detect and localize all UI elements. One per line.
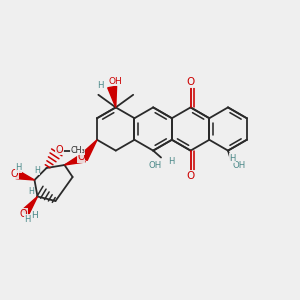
Polygon shape — [108, 86, 117, 107]
Text: H: H — [98, 81, 104, 90]
Text: H: H — [34, 166, 40, 175]
Text: H: H — [168, 158, 174, 166]
Polygon shape — [22, 196, 38, 215]
Text: H: H — [24, 214, 31, 224]
Text: CH₃: CH₃ — [70, 146, 85, 155]
Polygon shape — [16, 171, 34, 180]
Text: OH: OH — [108, 76, 122, 85]
Text: O: O — [187, 171, 195, 181]
Text: H: H — [15, 164, 22, 172]
Polygon shape — [64, 154, 85, 165]
Text: H: H — [28, 188, 34, 196]
Text: H: H — [31, 212, 38, 220]
Text: OH: OH — [233, 160, 246, 169]
Text: OH: OH — [148, 161, 162, 170]
Text: O: O — [187, 77, 195, 87]
Text: O: O — [77, 152, 85, 162]
Polygon shape — [80, 140, 97, 160]
Text: H: H — [229, 154, 236, 163]
Text: O: O — [56, 145, 64, 155]
Text: O: O — [11, 169, 19, 179]
Text: O: O — [20, 208, 27, 219]
